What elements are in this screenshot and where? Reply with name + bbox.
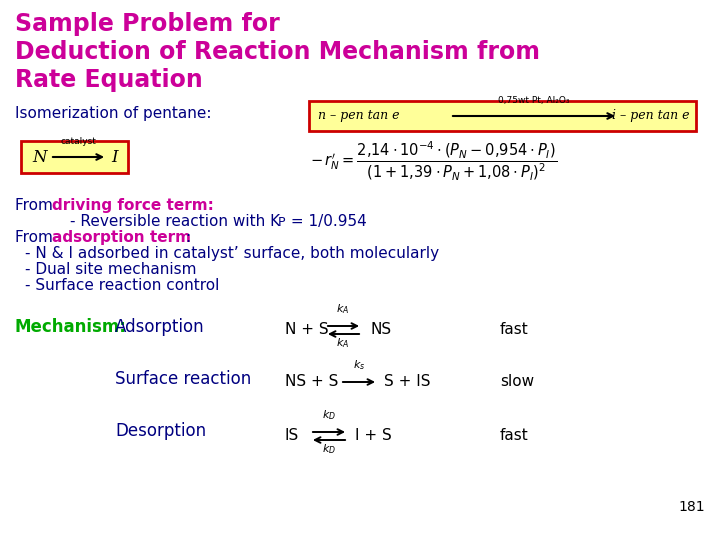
Text: Surface reaction: Surface reaction [115, 370, 251, 388]
Text: = 1/0.954: = 1/0.954 [286, 214, 366, 229]
FancyBboxPatch shape [21, 141, 128, 173]
Text: adsorption term: adsorption term [52, 230, 191, 245]
Text: N: N [32, 148, 47, 165]
Text: catalyst: catalyst [60, 137, 96, 146]
Text: Mechanism:: Mechanism: [15, 318, 127, 336]
Text: driving force term:: driving force term: [52, 198, 214, 213]
Text: From: From [15, 230, 58, 245]
Text: $k_A$: $k_A$ [336, 336, 350, 350]
Text: Desorption: Desorption [115, 422, 206, 440]
Text: $k_D$: $k_D$ [322, 408, 336, 422]
Text: n – pen tan e: n – pen tan e [318, 110, 400, 123]
Text: N + S: N + S [285, 322, 328, 338]
Text: - Reversible reaction with K: - Reversible reaction with K [70, 214, 280, 229]
FancyBboxPatch shape [309, 101, 696, 131]
Text: Sample Problem for: Sample Problem for [15, 12, 280, 36]
Text: $k_s$: $k_s$ [353, 358, 365, 372]
Text: NS: NS [370, 322, 391, 338]
Text: $k_D$: $k_D$ [322, 442, 336, 456]
Text: - Dual site mechanism: - Dual site mechanism [25, 262, 197, 277]
Text: - N & I adsorbed in catalyst’ surface, both molecularly: - N & I adsorbed in catalyst’ surface, b… [25, 246, 439, 261]
Text: 181: 181 [678, 500, 705, 514]
Text: :: : [185, 230, 190, 245]
Text: i – pen tan e: i – pen tan e [613, 110, 690, 123]
Text: fast: fast [500, 322, 528, 338]
Text: Isomerization of pentane:: Isomerization of pentane: [15, 106, 212, 121]
Text: 0,75wt Pt, Al₂O₃: 0,75wt Pt, Al₂O₃ [498, 96, 570, 105]
Text: P: P [278, 216, 286, 229]
Text: fast: fast [500, 429, 528, 443]
Text: slow: slow [500, 375, 534, 389]
Text: - Surface reaction control: - Surface reaction control [25, 278, 220, 293]
Text: Rate Equation: Rate Equation [15, 68, 203, 92]
Text: Deduction of Reaction Mechanism from: Deduction of Reaction Mechanism from [15, 40, 540, 64]
Text: From: From [15, 198, 58, 213]
Text: S + IS: S + IS [384, 375, 431, 389]
Text: NS + S: NS + S [285, 375, 338, 389]
Text: I: I [112, 148, 118, 165]
Text: I + S: I + S [355, 429, 392, 443]
Text: IS: IS [285, 429, 300, 443]
Text: $-\,r_N' = \dfrac{2{,}14 \cdot 10^{-4} \cdot (P_N - 0{,}954 \cdot P_I)}{(1 + 1{,: $-\,r_N' = \dfrac{2{,}14 \cdot 10^{-4} \… [310, 140, 557, 184]
Text: $k_A$: $k_A$ [336, 302, 350, 316]
Text: Adsorption: Adsorption [115, 318, 204, 336]
